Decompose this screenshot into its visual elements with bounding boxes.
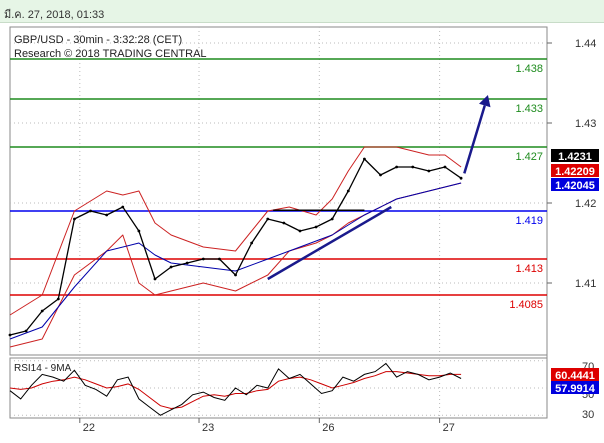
level-label: 1.427 bbox=[515, 151, 543, 163]
price-tag-label: 1.42045 bbox=[555, 180, 595, 192]
price-point bbox=[379, 173, 382, 177]
price-point bbox=[443, 165, 447, 169]
price-point bbox=[40, 309, 44, 313]
price-point bbox=[185, 261, 189, 265]
rsi-line bbox=[9, 362, 462, 416]
rsi-axis-tick-label: 30 bbox=[582, 409, 594, 421]
level-label: 1.419 bbox=[515, 215, 543, 227]
chart-title: GBP/USD - 30min - 3:32:28 (CET) bbox=[14, 34, 182, 46]
chart-copyright: Research © 2018 TRADING CENTRAL bbox=[14, 48, 207, 60]
price-tag-label: 1.4231 bbox=[558, 151, 592, 163]
forecast-arrow-shaft bbox=[463, 105, 486, 174]
price-tag-label: 1.42209 bbox=[555, 166, 595, 178]
price-point bbox=[330, 217, 334, 221]
price-point bbox=[411, 165, 415, 169]
price-point bbox=[298, 229, 302, 233]
price-point bbox=[8, 333, 12, 337]
price-point bbox=[24, 329, 28, 333]
rsi-title: RSI14 - 9MA bbox=[14, 363, 72, 374]
level-label: 1.413 bbox=[515, 263, 543, 275]
moving-average-line bbox=[9, 182, 462, 340]
price-point bbox=[282, 221, 286, 225]
price-point bbox=[153, 277, 157, 281]
timestamp-bar: มี.ค. 27, 2018, 01:33 bbox=[0, 0, 604, 23]
time-axis-tick-label: 27 bbox=[443, 422, 455, 434]
rsi-value-tag-label: 57.9914 bbox=[555, 383, 596, 395]
timestamp-label: มี.ค. 27, 2018, 01:33 bbox=[4, 9, 105, 21]
price-axis-tick-label: 1.41 bbox=[575, 278, 596, 290]
price-tag bbox=[551, 149, 599, 162]
price-point bbox=[137, 229, 141, 233]
annotation-layer bbox=[267, 95, 491, 281]
main-panel-frame bbox=[9, 26, 548, 356]
price-point bbox=[427, 169, 431, 173]
price-point bbox=[105, 213, 109, 217]
price-point bbox=[459, 176, 463, 180]
axis-layer: 1.44 1.43 1.42 1.41 22 23 26 27 bbox=[79, 38, 596, 434]
price-point bbox=[250, 241, 254, 245]
price-point bbox=[346, 189, 350, 193]
price-point bbox=[121, 205, 125, 209]
time-axis-tick-label: 23 bbox=[202, 422, 214, 434]
bollinger-upper-line bbox=[9, 146, 462, 316]
price-point bbox=[363, 157, 366, 161]
price-axis-tick-label: 1.42 bbox=[575, 198, 596, 210]
rsi-value-tag bbox=[551, 381, 599, 394]
price-line bbox=[9, 158, 462, 336]
price-point bbox=[201, 257, 205, 261]
rsi-value-tag-label: 60.4441 bbox=[555, 370, 595, 382]
series-layer bbox=[8, 146, 463, 348]
forecast-arrow-head bbox=[479, 95, 491, 108]
price-point bbox=[395, 165, 399, 169]
level-label: 1.438 bbox=[515, 63, 543, 75]
price-point bbox=[266, 217, 270, 221]
time-axis-tick-label: 22 bbox=[83, 422, 95, 434]
price-point bbox=[56, 297, 60, 301]
price-axis-tick-label: 1.43 bbox=[575, 118, 596, 130]
bollinger-lower-line bbox=[9, 182, 462, 348]
price-tag bbox=[551, 164, 599, 177]
price-point bbox=[89, 209, 92, 213]
trendline bbox=[267, 205, 392, 281]
price-point bbox=[73, 217, 76, 221]
price-tag bbox=[551, 178, 599, 191]
time-axis-tick-label: 26 bbox=[322, 422, 334, 434]
price-point bbox=[234, 273, 237, 277]
levels-layer: 1.438 1.433 1.427 1.419 1.413 1.4085 bbox=[10, 58, 547, 311]
grid-layer bbox=[10, 27, 547, 418]
level-label: 1.433 bbox=[515, 103, 543, 115]
price-point bbox=[218, 257, 221, 261]
price-tags-layer: 1.4231 1.42209 1.42045 bbox=[551, 149, 599, 192]
level-label: 1.4085 bbox=[509, 299, 543, 311]
rsi-ma-line bbox=[9, 371, 462, 410]
price-axis-tick-label: 1.44 bbox=[575, 38, 596, 50]
price-point bbox=[314, 225, 318, 229]
rsi-value-tag bbox=[551, 368, 599, 381]
price-point bbox=[169, 265, 173, 269]
